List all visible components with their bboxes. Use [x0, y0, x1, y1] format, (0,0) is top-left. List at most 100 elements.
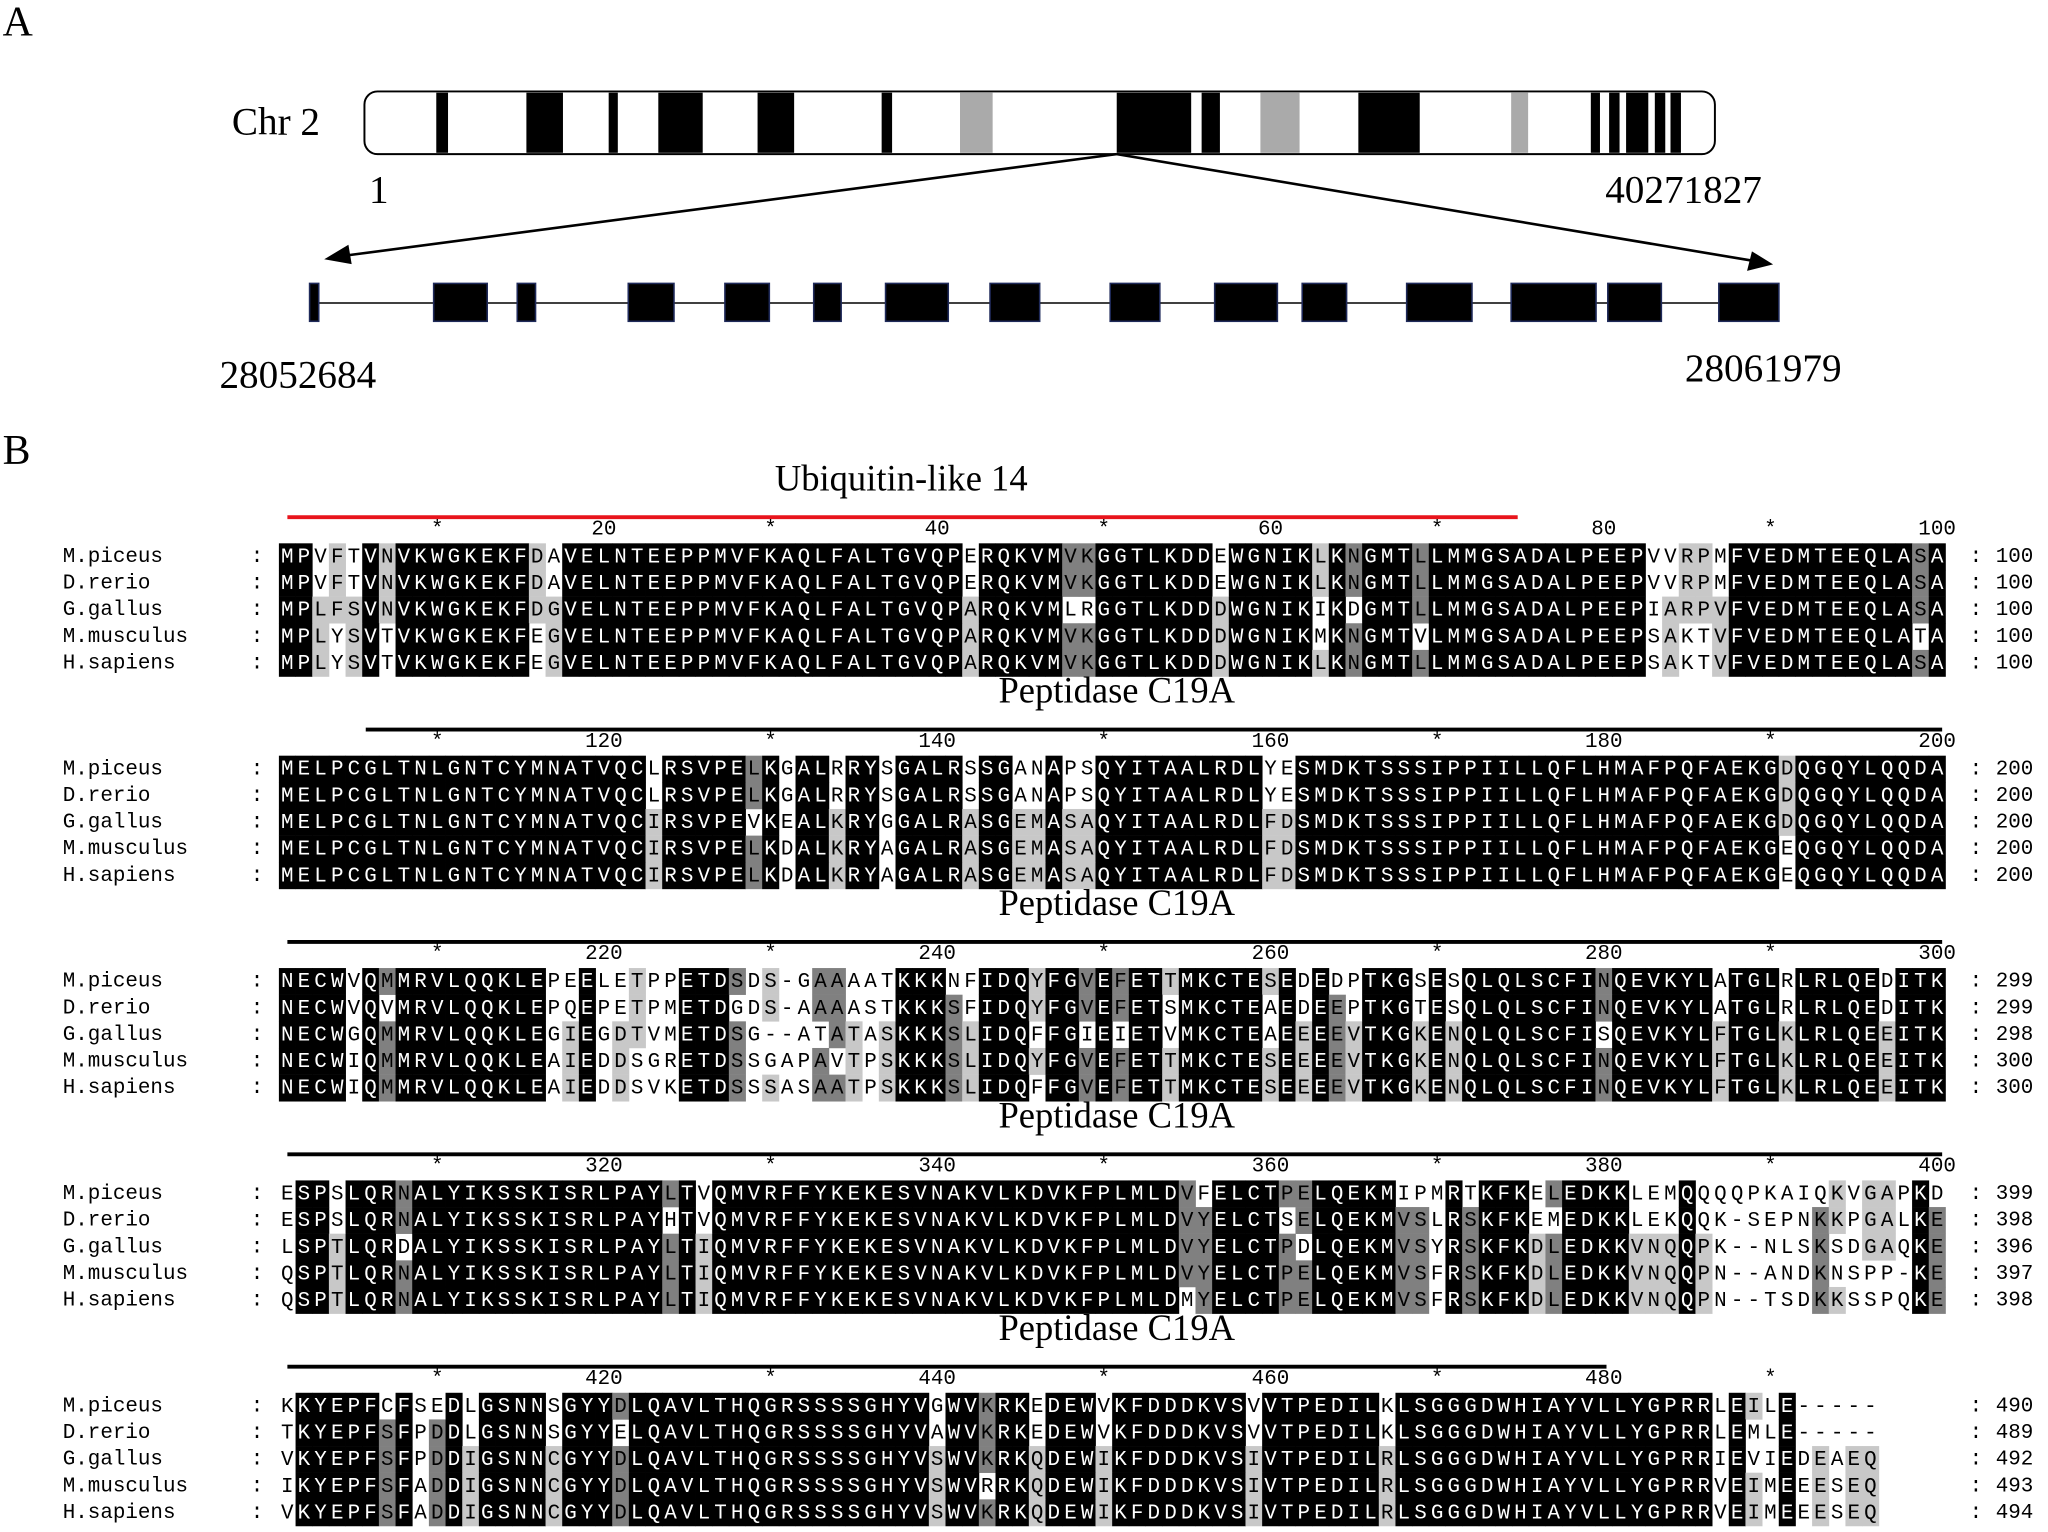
residue: E [1864, 997, 1877, 1020]
residue: A [1931, 546, 1944, 569]
residue: L [698, 1422, 711, 1445]
residue: D [1148, 1422, 1161, 1445]
residue: I [564, 1077, 577, 1100]
residue-shading [762, 596, 780, 624]
residue: G [1464, 1449, 1477, 1472]
residue: P [331, 812, 344, 835]
separator: : [1970, 997, 1983, 1020]
residue-shading [545, 596, 563, 624]
residue: V [981, 1183, 994, 1206]
residue-shading [1145, 543, 1163, 571]
residue: S [1381, 812, 1394, 835]
residue: L [1514, 971, 1527, 994]
residue: M [1431, 1183, 1444, 1206]
residue: G [481, 1395, 494, 1418]
residue: A [1548, 1502, 1561, 1525]
residue: K [481, 1290, 494, 1313]
residue: Y [514, 865, 527, 888]
residue-shading [1428, 569, 1446, 597]
residue: - [1748, 1263, 1761, 1286]
residue: Y [898, 1475, 911, 1498]
residue: V [1581, 1502, 1594, 1525]
residue: L [1581, 785, 1594, 808]
residue-shading [595, 569, 613, 597]
residue: R [1681, 599, 1694, 622]
separator: : [251, 997, 264, 1020]
residue-shading [1045, 596, 1063, 624]
residue: L [598, 573, 611, 596]
residue: S [1448, 997, 1461, 1020]
residue: G [1748, 1024, 1761, 1047]
residue: T [881, 573, 894, 596]
residue: C [1214, 971, 1227, 994]
residue-shading [1778, 569, 1796, 597]
residue-shading [412, 569, 430, 597]
residue: F [1698, 865, 1711, 888]
residue: I [1348, 1475, 1361, 1498]
row-end: 100 [1996, 626, 2034, 649]
residue: M [1714, 546, 1727, 569]
residue: - [1798, 1395, 1811, 1418]
residue: E [881, 1263, 894, 1286]
residue: P [948, 626, 961, 649]
residue: Q [1731, 1183, 1744, 1206]
residue: D [431, 1475, 444, 1498]
residue: L [348, 1183, 361, 1206]
residue-shading [512, 543, 530, 571]
residue-shading [345, 596, 363, 624]
residue: K [864, 1263, 877, 1286]
residue: E [848, 1236, 861, 1259]
residue: S [1498, 652, 1511, 675]
species-name: M.musculus [63, 1263, 188, 1286]
residue: K [1164, 573, 1177, 596]
residue: K [1064, 1236, 1077, 1259]
residue: Y [898, 1395, 911, 1418]
residue: A [1714, 865, 1727, 888]
residue: E [1064, 1422, 1077, 1445]
residue: G [548, 1024, 561, 1047]
residue: S [681, 785, 694, 808]
residue: F [1048, 997, 1061, 1020]
residue: P [331, 785, 344, 808]
ruler-label: 100 [1918, 518, 1956, 541]
residue: N [381, 573, 394, 596]
ruler-label: * [1764, 518, 1777, 541]
residue: F [1714, 1051, 1727, 1074]
residue: D [1914, 758, 1927, 781]
residue: G [1864, 1183, 1877, 1206]
residue: K [414, 573, 427, 596]
residue: Q [1331, 1183, 1344, 1206]
residue: C [498, 838, 511, 861]
residue: L [1314, 546, 1327, 569]
residue: F [748, 573, 761, 596]
residue: G [1748, 971, 1761, 994]
residue: S [548, 1422, 561, 1445]
residue: K [1598, 1290, 1611, 1313]
residue: P [1298, 1502, 1311, 1525]
residue: W [948, 1449, 961, 1472]
species-name: M.musculus [63, 1475, 188, 1498]
residue: Q [1548, 785, 1561, 808]
ruler-label: * [1098, 1368, 1111, 1391]
residue: P [298, 626, 311, 649]
residue: C [314, 1051, 327, 1074]
residue: E [331, 1449, 344, 1472]
separator: : [1970, 1475, 1983, 1498]
residue: K [1514, 1263, 1527, 1286]
residue: M [381, 1077, 394, 1100]
residue: A [848, 652, 861, 675]
residue: E [564, 971, 577, 994]
residue: D [1481, 1449, 1494, 1472]
residue: D [714, 971, 727, 994]
residue-shading [1612, 543, 1630, 571]
ruler-label: * [431, 1368, 444, 1391]
residue: I [1498, 812, 1511, 835]
residue-shading [462, 596, 480, 624]
residue: E [1214, 1236, 1227, 1259]
residue: L [1531, 812, 1544, 835]
residue: S [1298, 812, 1311, 835]
residue: L [1248, 758, 1261, 781]
residue: G [898, 812, 911, 835]
residue: P [548, 997, 561, 1020]
residue: Y [1431, 1236, 1444, 1259]
